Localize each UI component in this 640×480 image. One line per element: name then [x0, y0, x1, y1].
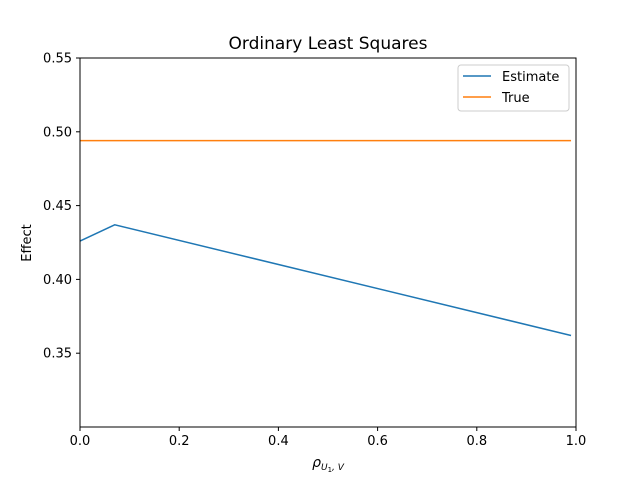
x-tick-label: 0.0 [70, 434, 91, 449]
series-line-estimate [79, 223, 572, 337]
y-axis-label: Effect [20, 224, 35, 261]
x-tick-label: 0.2 [169, 434, 190, 449]
y-axis-ticks: 0.35 0.40 0.45 0.50 0.55 [43, 52, 80, 362]
y-tick-label: 0.40 [43, 273, 72, 288]
legend-label-estimate: Estimate [502, 70, 559, 85]
y-tick-label: 0.45 [43, 199, 72, 214]
legend-label-true: True [501, 91, 530, 106]
x-axis-ticks: 0.0 0.2 0.4 0.6 0.8 1.0 [70, 427, 587, 449]
y-tick-label: 0.35 [43, 347, 72, 362]
y-tick-label: 0.50 [43, 125, 72, 140]
series-layer [79, 139, 572, 337]
x-tick-label: 0.6 [367, 434, 388, 449]
x-axis-label-subscript-rest: , V [332, 463, 345, 473]
x-axis-label-subscript: U [321, 463, 328, 473]
x-tick-label: 0.4 [268, 434, 289, 449]
x-tick-label: 1.0 [566, 434, 587, 449]
plot-frame [79, 57, 577, 428]
legend: Estimate True [457, 64, 570, 112]
x-tick-label: 0.8 [466, 434, 487, 449]
y-tick-label: 0.55 [43, 52, 72, 67]
x-axis-label-symbol: ρ [312, 455, 321, 471]
x-axis-label-subscript-index: 1 [328, 466, 332, 474]
chart-title: Ordinary Least Squares [229, 34, 428, 54]
x-axis-label: ρU1, V [312, 455, 345, 474]
